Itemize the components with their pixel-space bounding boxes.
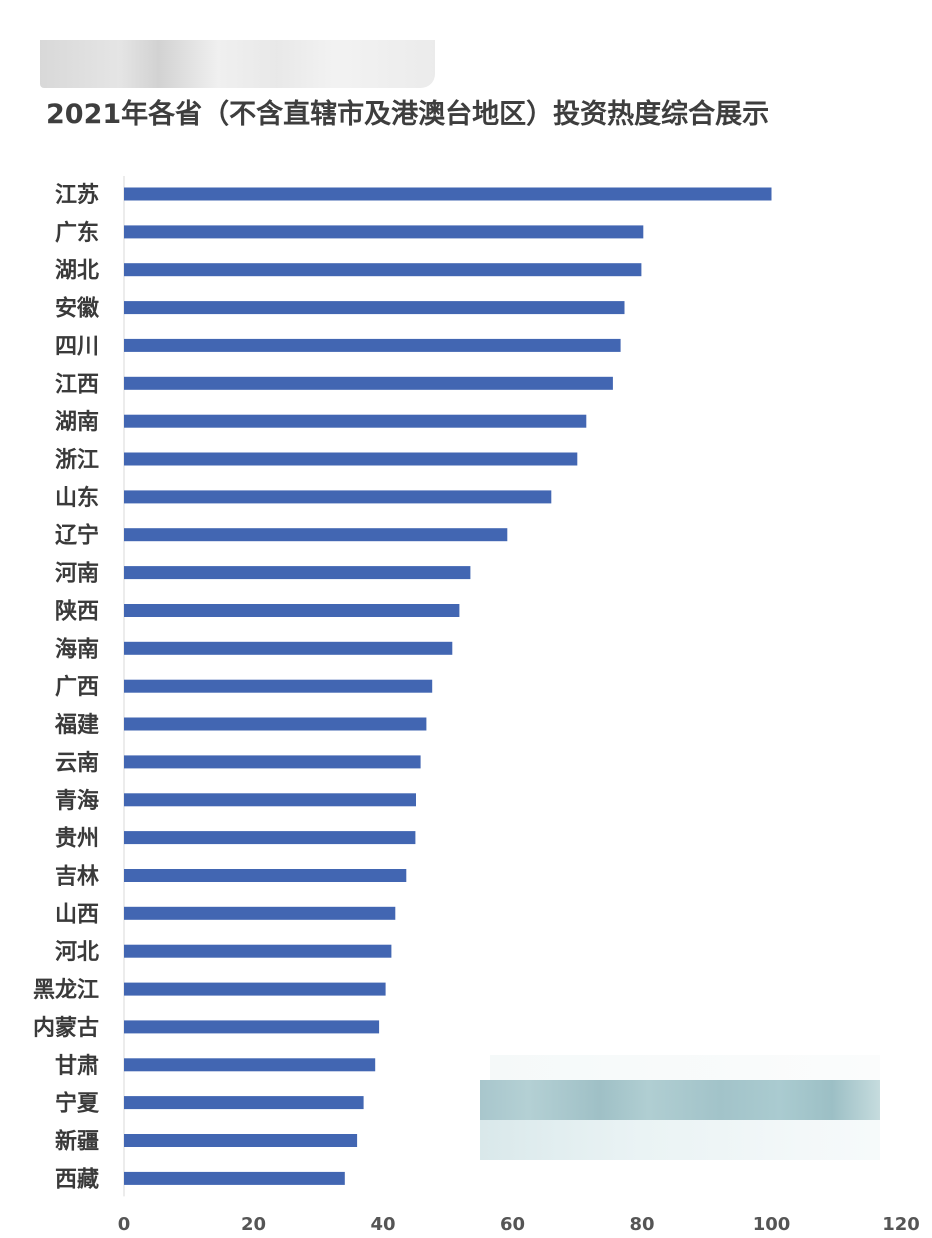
category-label: 广东	[55, 220, 99, 246]
bar	[124, 301, 625, 315]
x-tick-label: 60	[500, 1214, 525, 1235]
bar	[124, 604, 460, 617]
category-label: 云南	[55, 751, 99, 776]
bar	[124, 679, 433, 693]
bar	[124, 906, 396, 920]
category-label: 福建	[54, 713, 99, 738]
x-tick-label: 40	[370, 1214, 395, 1235]
bar	[124, 490, 552, 504]
category-label: 河北	[55, 940, 99, 965]
category-label: 山西	[55, 902, 99, 927]
bar	[124, 452, 578, 466]
x-tick-label: 120	[882, 1214, 920, 1235]
bar	[124, 1020, 380, 1034]
bar	[124, 225, 644, 239]
bar	[124, 831, 416, 845]
bar	[124, 566, 471, 580]
category-label: 甘肃	[55, 1053, 99, 1079]
bar	[124, 641, 453, 655]
x-tick-label: 0	[118, 1214, 131, 1235]
category-label: 江苏	[55, 182, 99, 208]
bar	[124, 869, 407, 882]
x-tick-label: 20	[241, 1214, 266, 1235]
category-label: 湖北	[55, 259, 99, 284]
bar	[124, 717, 427, 731]
bar	[124, 187, 772, 201]
category-label: 广西	[55, 674, 99, 700]
redacted-watermark-top	[40, 40, 435, 88]
category-label: 青海	[55, 788, 99, 814]
chart-title: 2021年各省（不含直辖市及港澳台地区）投资热度综合展示	[46, 99, 770, 130]
bar	[124, 1134, 358, 1147]
category-label: 陕西	[55, 600, 99, 625]
category-label: 江西	[55, 372, 99, 397]
category-label: 黑龙江	[33, 978, 99, 1003]
bar	[124, 338, 621, 352]
category-label: 四川	[55, 334, 99, 359]
bar	[124, 263, 642, 277]
category-label: 贵州	[55, 827, 99, 852]
redacted-watermark-bottom	[480, 1055, 880, 1160]
category-label: 海南	[55, 636, 99, 662]
category-label: 河南	[55, 562, 99, 587]
category-label: 辽宁	[55, 523, 99, 549]
bar	[124, 944, 392, 958]
category-label: 宁夏	[55, 1091, 100, 1117]
category-label: 新疆	[55, 1129, 99, 1155]
bar	[124, 793, 416, 807]
bar	[124, 1058, 376, 1072]
x-tick-label: 100	[753, 1214, 791, 1235]
category-label: 湖南	[55, 410, 99, 435]
bar	[124, 376, 613, 390]
bar	[124, 1171, 345, 1185]
category-label: 安徽	[55, 296, 100, 322]
bar	[124, 755, 421, 769]
category-label: 山东	[55, 485, 99, 511]
bar	[124, 414, 587, 428]
category-label: 内蒙古	[33, 1015, 99, 1041]
category-label: 西藏	[55, 1167, 99, 1192]
bar	[124, 528, 508, 542]
category-label: 吉林	[55, 864, 99, 890]
category-label: 浙江	[55, 448, 99, 473]
bar	[124, 1096, 364, 1110]
x-tick-label: 80	[629, 1214, 654, 1235]
bar	[124, 982, 386, 996]
